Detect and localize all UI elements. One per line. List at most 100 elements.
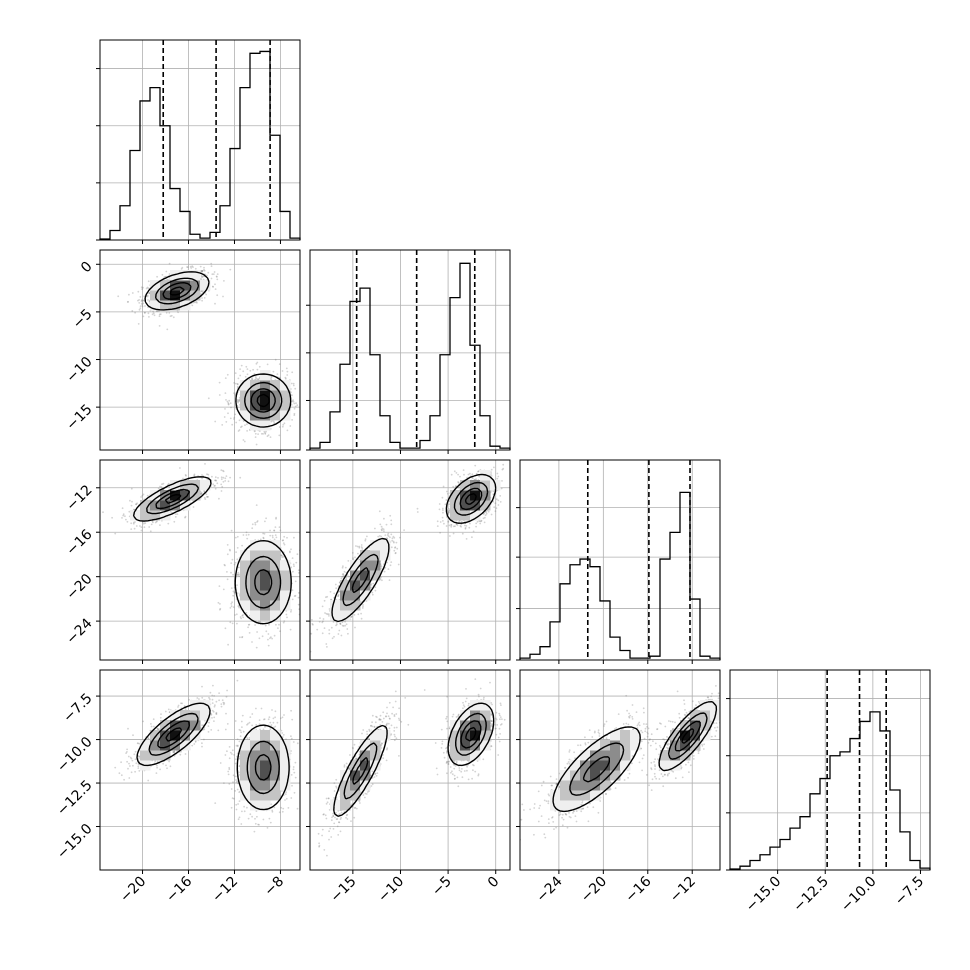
scatter-point	[285, 367, 288, 370]
scatter-point	[236, 385, 239, 388]
scatter-point	[168, 262, 171, 265]
scatter-point	[227, 643, 230, 646]
scatter-point	[242, 614, 244, 616]
scatter-point	[233, 563, 236, 566]
scatter-point	[311, 623, 314, 625]
scatter-point	[258, 365, 261, 368]
scatter-point	[122, 513, 125, 516]
density-cell	[250, 400, 261, 411]
scatter-point	[289, 551, 291, 554]
scatter-point	[201, 474, 203, 476]
scatter-point	[384, 534, 387, 536]
scatter-point	[449, 535, 451, 537]
scatter-point	[203, 490, 206, 493]
density-cell	[170, 500, 181, 511]
scatter-point	[354, 556, 356, 559]
scatter-point	[193, 474, 196, 477]
scatter-point	[217, 477, 219, 479]
scatter-point	[135, 525, 138, 527]
scatter-point	[326, 595, 329, 598]
scatter-point	[238, 606, 241, 609]
scatter-point	[148, 300, 151, 303]
scatter-point	[270, 420, 273, 423]
scatter-point	[447, 521, 450, 523]
scatter-point	[156, 310, 159, 313]
scatter-point	[342, 573, 345, 575]
scatter-point	[471, 473, 474, 476]
scatter-point	[270, 375, 273, 378]
scatter-point	[455, 523, 458, 526]
scatter-point	[214, 420, 217, 423]
scatter-point	[326, 646, 328, 648]
scatter-point	[195, 300, 198, 303]
panel-background	[520, 460, 720, 660]
scatter-point	[254, 521, 257, 524]
scatter-point	[282, 555, 285, 558]
scatter-point	[283, 620, 286, 622]
scatter-point	[177, 311, 180, 314]
scatter-point	[234, 372, 237, 374]
scatter-point	[207, 271, 210, 274]
scatter-point	[445, 525, 448, 527]
scatter-point	[248, 632, 251, 634]
contour-lines	[144, 271, 292, 428]
scatter-point	[238, 400, 241, 402]
scatter-point	[147, 287, 150, 290]
scatter-point	[223, 563, 226, 566]
scatter-point	[256, 521, 258, 523]
scatter-point	[141, 494, 144, 497]
scatter-point	[201, 477, 204, 480]
scatter-point	[262, 537, 265, 540]
panel-background	[100, 40, 300, 240]
scatter-point	[247, 623, 250, 626]
scatter-point	[241, 636, 244, 638]
scatter-point	[255, 504, 258, 506]
scatter-point	[205, 293, 208, 296]
scatter-point	[251, 527, 254, 530]
scatter-point	[292, 563, 295, 566]
scatter-point	[292, 399, 294, 401]
scatter-point	[223, 280, 225, 282]
density-cell	[200, 280, 211, 291]
scatter-point	[159, 313, 162, 315]
scatter-point	[220, 469, 223, 472]
scatter-point	[142, 286, 144, 289]
scatter-point	[457, 481, 460, 484]
scatter-point	[446, 490, 448, 493]
scatter-point	[251, 523, 254, 526]
scatter-point	[464, 527, 467, 530]
scatter-point	[300, 383, 302, 385]
scatter-point	[274, 526, 277, 528]
scatter-point	[230, 571, 232, 574]
scatter-point	[203, 266, 205, 269]
scatter-point	[458, 486, 461, 489]
density-cell	[170, 480, 181, 491]
scatter-point	[478, 475, 481, 478]
scatter-point	[138, 302, 141, 304]
scatter-point	[321, 621, 324, 624]
scatter-point	[154, 521, 157, 524]
scatter-point	[271, 534, 274, 537]
scatter-point	[142, 302, 145, 305]
scatter-point	[245, 534, 248, 536]
scatter-point	[142, 299, 145, 302]
scatter-point	[210, 277, 213, 280]
scatter-point	[241, 544, 244, 547]
scatter-point	[234, 536, 237, 539]
density-cell	[280, 590, 291, 601]
scatter-point	[485, 511, 488, 514]
scatter-point	[246, 423, 248, 426]
scatter-point	[275, 517, 277, 520]
scatter-point	[134, 311, 137, 314]
scatter-point	[264, 520, 266, 523]
scatter-point	[450, 525, 453, 528]
scatter-point	[214, 479, 216, 482]
scatter-point	[341, 624, 344, 627]
density-cell	[200, 480, 211, 491]
scatter-point	[126, 301, 129, 303]
scatter-point	[442, 509, 444, 511]
scatter-point	[192, 506, 195, 508]
density-cell	[170, 300, 181, 311]
scatter-point	[224, 480, 227, 482]
scatter-point	[292, 382, 295, 385]
